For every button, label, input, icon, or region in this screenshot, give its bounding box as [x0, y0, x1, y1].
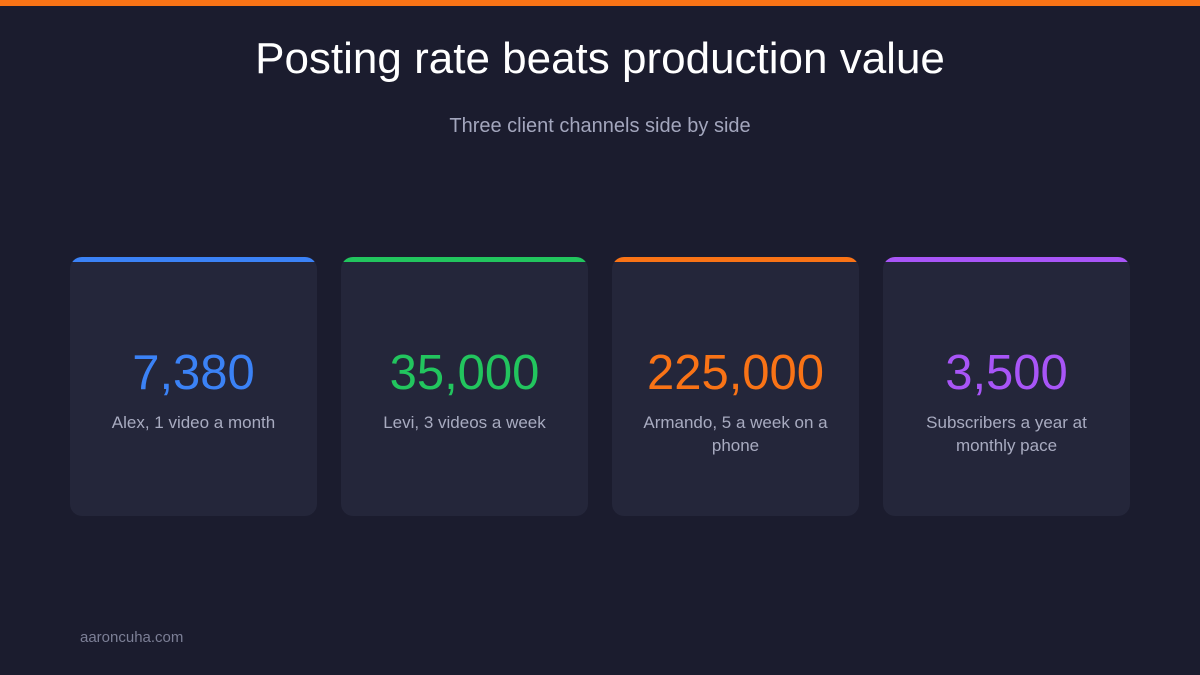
- stat-value: 7,380: [132, 346, 255, 400]
- card-accent-bar: [70, 257, 317, 262]
- stat-card-subscribers: 3,500 Subscribers a year at monthly pace: [883, 257, 1130, 516]
- footer-site-link[interactable]: aaroncuha.com: [80, 629, 184, 646]
- top-accent-bar: [0, 0, 1200, 6]
- stat-card-levi: 35,000 Levi, 3 videos a week: [341, 257, 588, 516]
- stat-value: 3,500: [945, 346, 1068, 400]
- card-accent-bar: [341, 257, 588, 262]
- card-accent-bar: [612, 257, 859, 262]
- stat-card-alex: 7,380 Alex, 1 video a month: [70, 257, 317, 516]
- stat-value: 225,000: [646, 346, 825, 400]
- stat-value: 35,000: [389, 346, 540, 400]
- stat-label: Subscribers a year at monthly pace: [926, 413, 1087, 455]
- stat-label: Alex, 1 video a month: [111, 413, 276, 432]
- card-accent-bar: [883, 257, 1130, 262]
- stat-label: Levi, 3 videos a week: [383, 413, 546, 432]
- page-title: Posting rate beats production value: [255, 34, 945, 83]
- stat-card-armando: 225,000 Armando, 5 a week on a phone: [612, 257, 859, 516]
- stat-label: Armando, 5 a week on a phone: [643, 413, 828, 455]
- page-subtitle: Three client channels side by side: [449, 115, 751, 137]
